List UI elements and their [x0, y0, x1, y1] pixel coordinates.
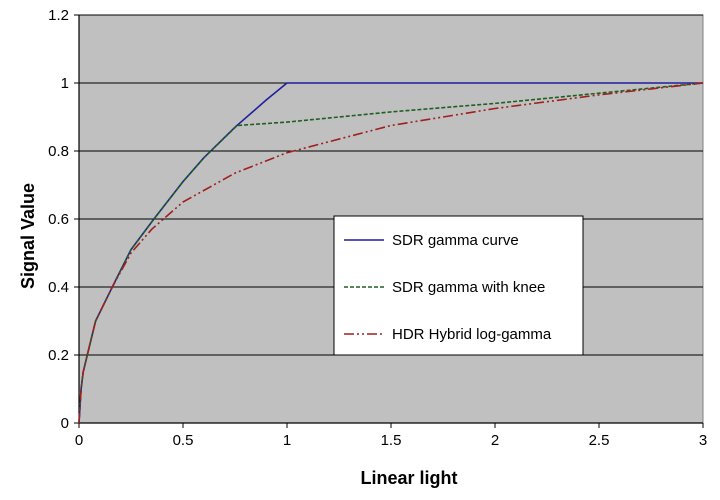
legend-box [333, 215, 584, 356]
y-tick-label-1: 0.2 [48, 347, 69, 364]
y-tick-label-2: 0.4 [48, 279, 69, 296]
legend: SDR gamma curve SDR gamma with knee HDR Hy… [333, 215, 584, 356]
x-axis-ticks: 0 0.5 1 1.5 2 2.5 3 [75, 423, 707, 449]
y-axis-ticks: 0 0.2 0.4 0.6 0.8 1 1.2 [48, 7, 79, 432]
x-tick-label-5: 2.5 [589, 432, 610, 449]
y-tick-label-0: 0 [61, 415, 69, 432]
y-tick-label-4: 0.8 [48, 143, 69, 160]
x-tick-label-3: 1.5 [381, 432, 402, 449]
x-tick-label-1: 0.5 [173, 432, 194, 449]
legend-label-1: SDR gamma with knee [392, 279, 545, 296]
x-tick-label-4: 2 [491, 432, 499, 449]
x-tick-label-6: 3 [699, 432, 707, 449]
y-tick-label-5: 1 [61, 75, 69, 92]
x-tick-label-0: 0 [75, 432, 83, 449]
series-line-2 [78, 82, 704, 424]
y-tick-label-3: 0.6 [48, 211, 69, 228]
y-tick-label-6: 1.2 [48, 7, 69, 24]
legend-label-2: HDR Hybrid log-gamma [392, 326, 552, 343]
x-tick-label-2: 1 [283, 432, 291, 449]
x-axis-title: Linear light [360, 468, 457, 488]
series-lines [78, 82, 704, 424]
legend-label-0: SDR gamma curve [392, 232, 519, 249]
y-axis-title: Signal Value [18, 183, 38, 289]
series-line-1 [78, 82, 704, 424]
legend-items: SDR gamma curve SDR gamma with knee HDR Hy… [344, 232, 552, 343]
